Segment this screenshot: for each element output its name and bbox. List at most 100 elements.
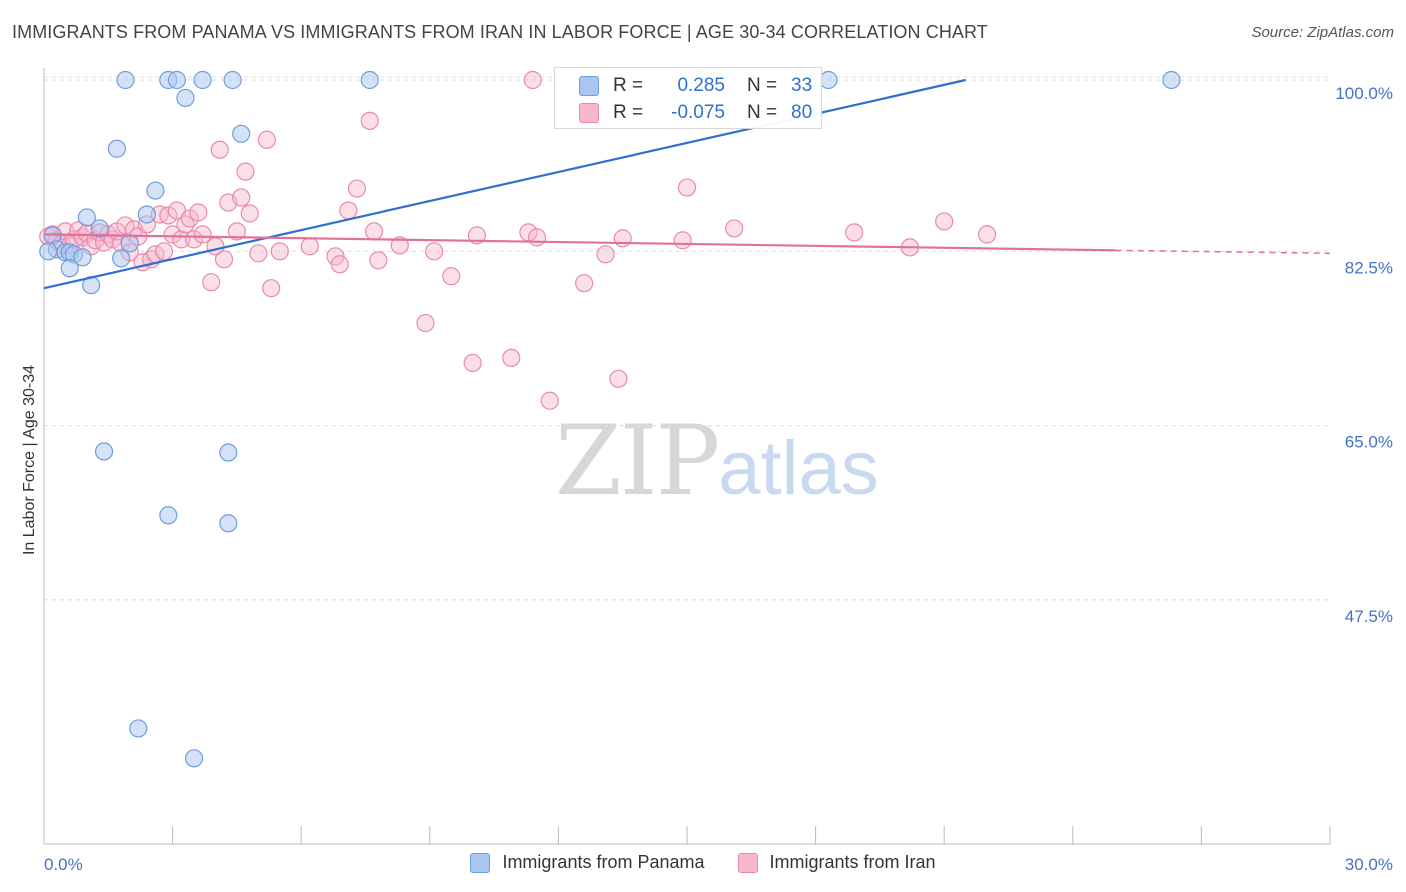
- data-point-iran: [193, 225, 212, 244]
- data-point-iran: [673, 231, 692, 250]
- data-point-iran: [416, 313, 435, 333]
- axis-ticks: [43, 826, 1331, 844]
- data-point-panama: [107, 139, 126, 158]
- data-point-panama: [159, 506, 178, 525]
- legend-swatch-iran: [737, 852, 758, 873]
- data-point-iran: [609, 369, 628, 388]
- data-point-panama: [167, 70, 186, 90]
- watermark-atlas: atlas: [718, 426, 879, 511]
- stats-r-label: R =: [613, 102, 644, 123]
- data-point-iran: [575, 274, 594, 293]
- data-point-panama: [176, 88, 195, 108]
- data-point-iran: [369, 251, 388, 270]
- y-axis-title: In Labor Force | Age 30-34: [21, 365, 38, 555]
- data-point-iran: [725, 219, 744, 238]
- legend: Immigrants from Panama Immigrants from I…: [0, 852, 1406, 878]
- data-point-iran: [227, 222, 246, 241]
- stats-n-value-iran: 80: [791, 102, 813, 123]
- axis-labels: 100.0% 82.5% 65.0% 47.5% 0.0% 30.0% In Labor F…: [21, 84, 1393, 874]
- data-point-iran: [613, 229, 632, 248]
- legend-label-iran: Immigrants from Iran: [769, 852, 936, 872]
- data-point-iran: [347, 179, 367, 198]
- legend-swatch-panama: [470, 852, 491, 873]
- stats-box: R = 0.285 N = 33 R = -0.075 N = 80: [554, 67, 822, 129]
- watermark: ZIPatlas: [555, 405, 879, 517]
- data-point-panama: [146, 181, 165, 200]
- data-point-iran: [360, 111, 379, 130]
- data-point-iran: [189, 203, 208, 222]
- data-point-iran: [236, 162, 255, 181]
- data-point-panama: [360, 70, 379, 90]
- data-point-iran: [257, 130, 277, 149]
- source-credit: Source: ZipAtlas.com: [1251, 24, 1394, 41]
- data-point-iran: [202, 273, 221, 292]
- stats-swatch-panama: [579, 76, 599, 96]
- data-point-iran: [210, 140, 229, 159]
- data-point-panama: [232, 124, 251, 143]
- data-point-iran: [154, 242, 174, 261]
- data-point-panama: [39, 242, 58, 261]
- data-point-iran: [845, 223, 864, 242]
- data-point-iran: [249, 244, 268, 263]
- data-point-panama: [129, 719, 148, 738]
- trend-line-iran-extrapolated: [1115, 249, 1331, 255]
- data-point-iran: [442, 267, 461, 286]
- data-point-panama: [73, 248, 92, 267]
- data-point-iran: [300, 237, 319, 256]
- stats-row-iran: R = -0.075 N = 80: [579, 100, 887, 126]
- data-point-iran: [977, 225, 997, 244]
- data-point-panama: [120, 234, 139, 253]
- chart-title: IMMIGRANTS FROM PANAMA VS IMMIGRANTS FRO…: [12, 22, 988, 42]
- data-point-iran: [240, 204, 259, 223]
- stats-r-label: R =: [613, 75, 644, 96]
- data-point-panama: [116, 70, 135, 90]
- data-point-iran: [502, 348, 521, 368]
- data-point-panama: [219, 514, 238, 533]
- data-point-iran: [467, 226, 487, 245]
- data-point-iran: [159, 206, 178, 225]
- data-point-panama: [193, 70, 212, 90]
- data-point-iran: [330, 255, 349, 274]
- stats-n-label: N =: [747, 102, 778, 123]
- data-point-iran: [364, 222, 384, 241]
- data-point-iran: [527, 228, 547, 247]
- data-point-iran: [214, 250, 234, 269]
- data-point-panama: [219, 443, 238, 462]
- y-tick-label: 47.5%: [1345, 607, 1393, 626]
- watermark-zip: ZIP: [555, 405, 720, 517]
- data-point-iran: [523, 70, 542, 90]
- data-point-iran: [172, 230, 191, 249]
- legend-label-panama: Immigrants from Panama: [502, 852, 705, 872]
- data-point-panama: [184, 749, 204, 768]
- data-point-iran: [935, 212, 954, 231]
- data-point-iran: [116, 216, 135, 235]
- stats-n-label: N =: [747, 75, 778, 96]
- data-point-iran: [339, 201, 358, 220]
- stats-swatch-iran: [579, 103, 599, 123]
- stats-n-value-panama: 33: [791, 75, 813, 96]
- data-point-iran: [540, 391, 559, 410]
- legend-item-iran[interactable]: Immigrants from Iran: [737, 852, 936, 873]
- trend-line-iran: [43, 233, 1116, 252]
- data-point-iran: [596, 245, 615, 264]
- data-point-panama: [77, 208, 96, 227]
- data-point-iran: [184, 230, 204, 249]
- data-point-panama: [112, 249, 131, 268]
- y-tick-label: 82.5%: [1345, 258, 1393, 277]
- series-panama-points: [39, 70, 1181, 768]
- x-tick-label: 30.0%: [1345, 855, 1393, 874]
- legend-item-panama[interactable]: Immigrants from Panama: [470, 852, 705, 873]
- data-point-panama: [223, 70, 242, 90]
- stats-row-panama: R = 0.285 N = 33: [579, 73, 887, 99]
- stats-r-value-panama: 0.285: [677, 75, 725, 96]
- data-point-panama: [90, 219, 109, 238]
- data-point-panama: [60, 259, 79, 278]
- data-point-panama: [137, 205, 156, 224]
- data-point-iran: [262, 279, 281, 298]
- data-point-iran: [232, 188, 251, 207]
- data-point-iran: [270, 242, 289, 261]
- data-point-iran: [390, 236, 409, 255]
- y-tick-label: 100.0%: [1335, 84, 1393, 103]
- data-point-panama: [94, 442, 114, 461]
